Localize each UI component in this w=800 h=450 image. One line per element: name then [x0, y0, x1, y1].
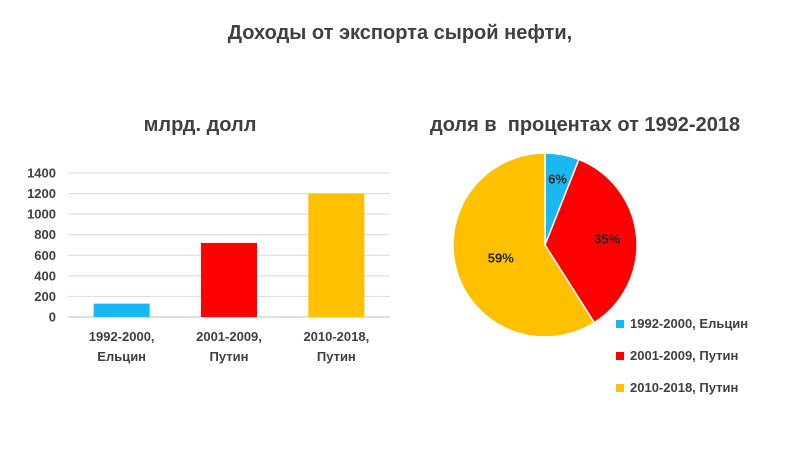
bar	[308, 193, 365, 317]
bar	[93, 303, 150, 317]
x-category-label: 2010-2018,	[303, 329, 369, 344]
bar-chart: 0 200 400 600 800 1000 1200 1400 1992-2000, Ельци…	[27, 166, 390, 364]
bar-chart-title: млрд. долл	[143, 114, 257, 136]
main-title: Доходы от экспорта сырой нефти,	[227, 22, 573, 44]
legend-swatch	[616, 320, 624, 328]
x-category-label: Путин	[317, 349, 356, 364]
legend-label: 2001-2009, Путин	[630, 348, 738, 363]
pie-chart: 6% 35% 59% 1992-2000, Ельцин 2001-2009, Пути…	[452, 152, 748, 395]
y-tick-label: 400	[34, 268, 56, 283]
x-category-label: 2001-2009,	[196, 329, 262, 344]
x-category-label: Путин	[210, 349, 249, 364]
pie-percent-label: 59%	[488, 250, 514, 265]
pie-percent-label: 35%	[594, 232, 620, 247]
bar	[201, 242, 257, 317]
x-category-label: 1992-2000,	[89, 329, 155, 344]
legend-swatch	[616, 384, 624, 392]
y-tick-label: 1200	[27, 186, 56, 201]
pie-percent-label: 6%	[548, 172, 567, 187]
pie-slice	[452, 152, 596, 338]
y-tick-label: 1400	[27, 166, 56, 181]
legend-swatch	[616, 352, 624, 360]
y-tick-label: 0	[49, 310, 56, 325]
pie-slice	[544, 158, 638, 324]
y-tick-label: 600	[34, 248, 56, 263]
y-tick-label: 800	[34, 227, 56, 242]
legend-label: 1992-2000, Ельцин	[630, 316, 748, 331]
x-category-label: Ельцин	[97, 349, 146, 364]
y-tick-label: 1000	[27, 207, 56, 222]
pie-chart-title: доля в процентах от 1992-2018	[430, 114, 741, 136]
y-tick-label: 200	[34, 289, 56, 304]
legend-label: 2010-2018, Путин	[630, 380, 738, 395]
